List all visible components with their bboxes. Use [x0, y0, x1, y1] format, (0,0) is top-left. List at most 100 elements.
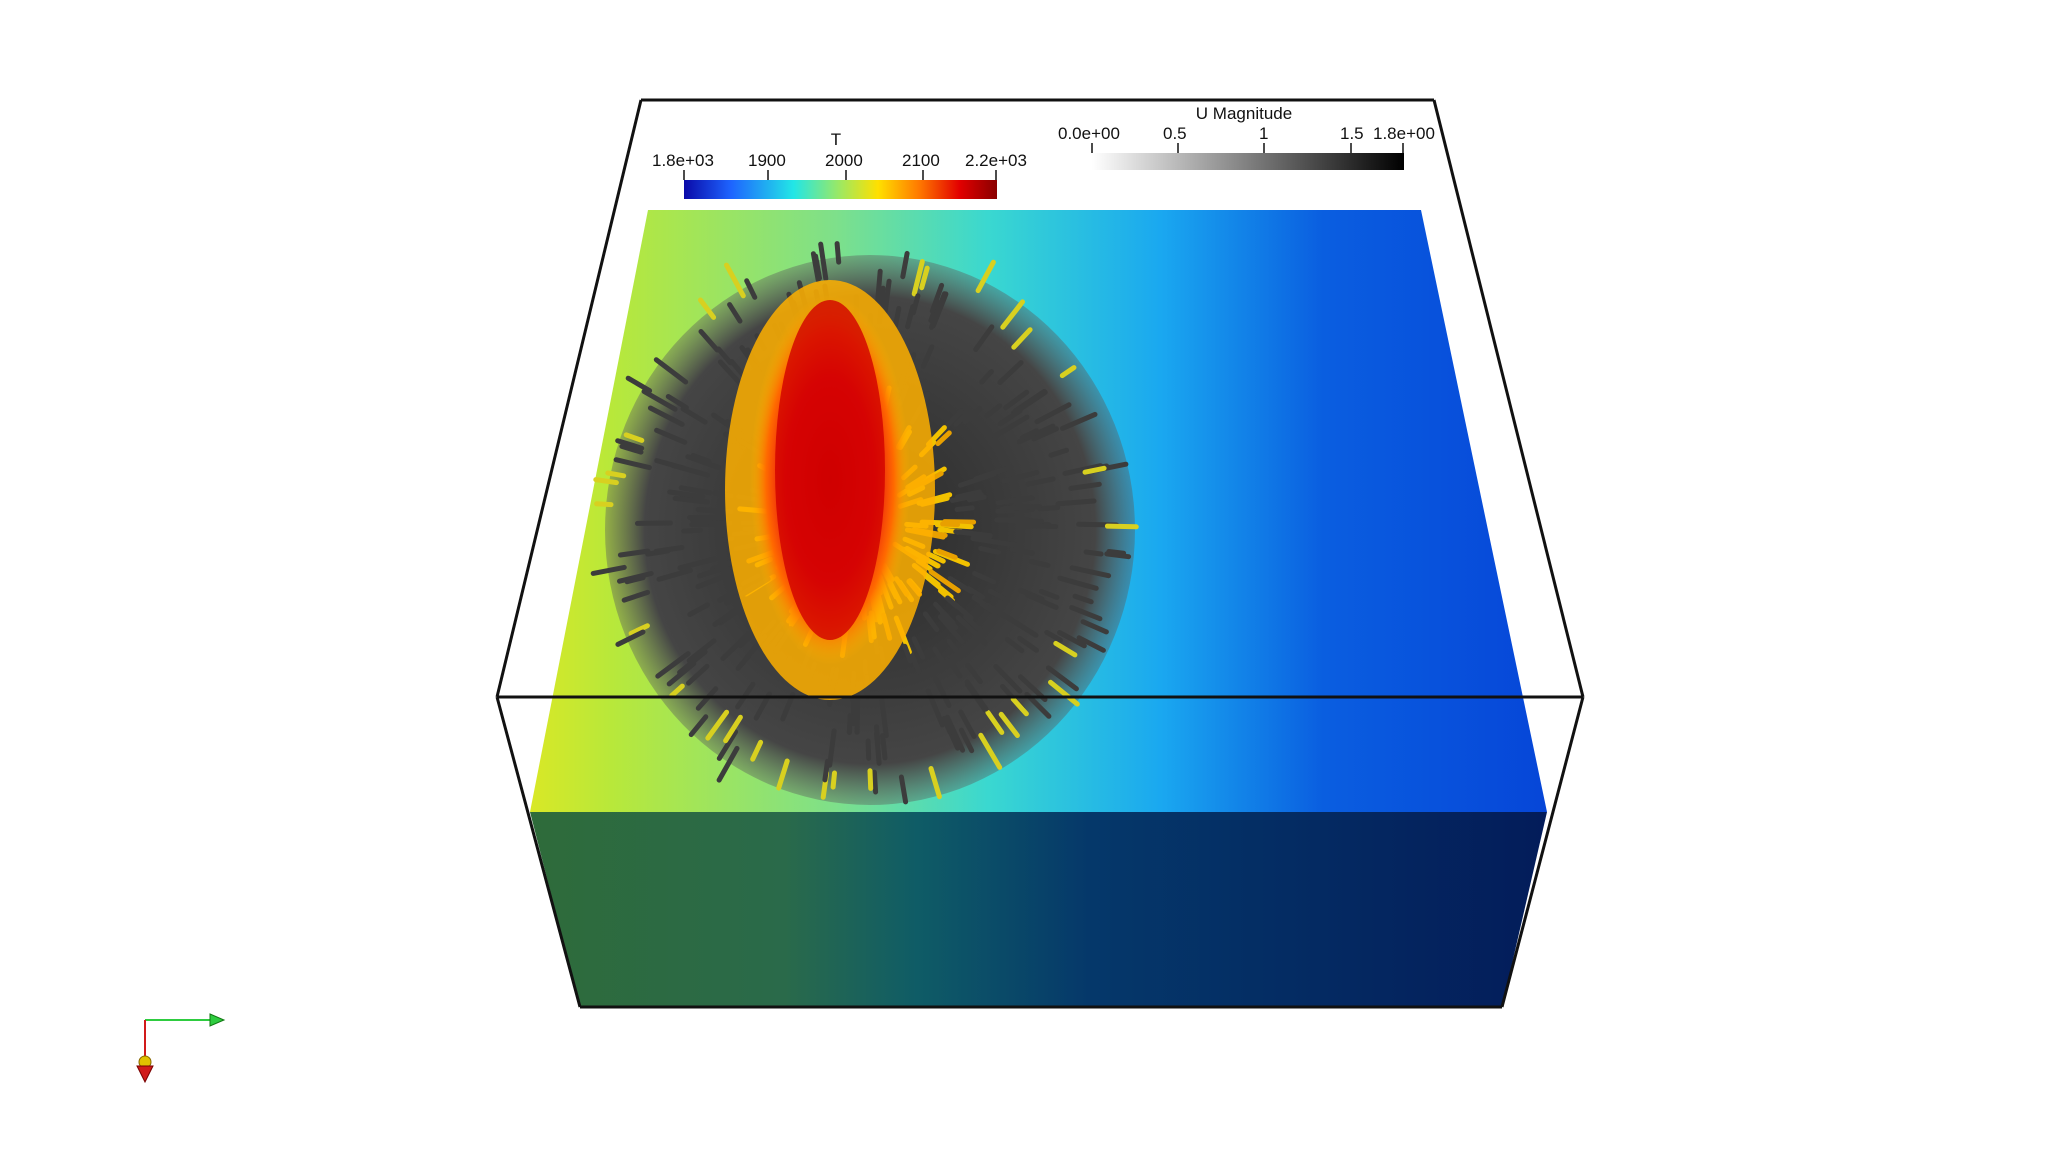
velocity-glyph	[948, 408, 964, 424]
velocity-glyph	[621, 589, 651, 603]
velocity-glyph	[655, 651, 691, 679]
velocity-glyph	[945, 595, 974, 621]
velocity-glyph	[665, 394, 689, 411]
velocity-glyph	[946, 638, 961, 656]
velocity-glyph	[1076, 635, 1106, 653]
velocity-colorbar-gradient	[1092, 153, 1404, 170]
y-axis-arrow-icon	[136, 1065, 154, 1084]
velocity-glyph	[697, 566, 723, 579]
velocity-glyph	[720, 631, 752, 661]
velocity-glyph	[705, 709, 730, 741]
velocity-glyph	[932, 646, 948, 669]
velocity-glyph	[1000, 299, 1025, 330]
velocity-glyph	[1009, 546, 1035, 556]
velocity-glyph	[972, 571, 997, 585]
velocity-glyph	[818, 241, 829, 282]
velocity-glyph	[941, 716, 953, 735]
velocity-glyph	[979, 601, 997, 615]
velocity-glyph	[953, 411, 970, 427]
velocity-glyph	[854, 691, 861, 735]
temperature-tick-2: 2000	[825, 151, 863, 170]
velocity-glyph	[850, 696, 857, 727]
velocity-glyph	[1002, 504, 1031, 512]
velocity-glyph	[672, 495, 710, 505]
temperature-tick-marks	[683, 170, 997, 180]
velocity-glyph	[716, 745, 740, 783]
velocity-tick-marks	[1091, 143, 1404, 153]
temperature-tick-1: 1900	[748, 151, 786, 170]
velocity-glyph	[942, 519, 977, 525]
velocity-glyph	[940, 521, 960, 528]
velocity-glyph	[920, 344, 935, 369]
temperature-colorbar-gradient	[684, 180, 997, 199]
velocity-glyph	[670, 462, 711, 478]
velocity-glyph	[1034, 402, 1072, 425]
velocity-glyph	[617, 548, 651, 558]
velocity-glyph	[685, 454, 721, 470]
velocity-glyph	[846, 713, 853, 735]
orientation-axes[interactable]	[136, 1013, 226, 1084]
velocity-glyph	[973, 324, 995, 352]
velocity-glyph	[1044, 629, 1063, 643]
velocity-glyph	[996, 540, 1023, 549]
velocity-glyph	[647, 405, 685, 427]
velocity-glyph	[590, 564, 627, 576]
velocity-glyph	[933, 676, 952, 708]
velocity-glyph	[929, 282, 945, 314]
velocity-glyph	[623, 432, 645, 443]
velocity-glyph	[1007, 495, 1035, 504]
velocity-glyph	[776, 758, 790, 791]
velocity-glyph	[978, 545, 1002, 555]
velocity-glyph	[628, 623, 650, 636]
velocity-glyph	[947, 658, 963, 679]
velocity-glyph	[939, 610, 959, 631]
velocity-glyph	[619, 443, 644, 455]
velocity-glyph	[1104, 551, 1132, 560]
velocity-glyph	[687, 602, 710, 617]
velocity-glyph	[875, 268, 883, 305]
velocity-colorbar[interactable]: U Magnitude 0.0e+00 0.5 1 1.5 1.8e+00	[1058, 104, 1435, 170]
velocity-glyph	[780, 692, 796, 722]
velocity-glyph	[997, 408, 1023, 427]
velocity-glyph	[1048, 447, 1069, 458]
x-axis-arrow-icon	[209, 1013, 226, 1027]
velocity-glyph	[617, 571, 654, 584]
velocity-glyph	[688, 714, 709, 738]
velocity-glyph	[867, 768, 874, 791]
velocity-colorbar-title: U Magnitude	[1196, 104, 1292, 123]
velocity-glyph	[1025, 476, 1056, 487]
velocity-glyph	[625, 375, 653, 394]
velocity-glyph	[1029, 559, 1051, 568]
velocity-glyph	[1055, 498, 1097, 507]
velocity-glyph	[978, 732, 1003, 770]
temperature-tick-4: 2.2e+03	[965, 151, 1027, 170]
velocity-glyph	[1068, 481, 1102, 491]
velocity-glyph	[615, 438, 645, 451]
velocity-glyph	[1060, 411, 1098, 431]
velocity-glyph	[698, 297, 717, 320]
velocity-glyph	[962, 406, 983, 425]
velocity-glyph	[993, 664, 1023, 694]
velocity-glyph	[686, 638, 717, 663]
velocity-glyph	[698, 329, 720, 353]
velocity-glyph	[911, 636, 926, 660]
velocity-glyph	[944, 714, 966, 753]
velocity-glyph	[985, 709, 1005, 735]
velocity-glyph	[738, 628, 758, 649]
velocity-glyph	[966, 494, 987, 503]
velocity-glyph	[653, 545, 685, 554]
velocity-glyph	[1004, 614, 1039, 638]
velocity-glyph	[1069, 605, 1103, 622]
velocity-glyph	[727, 302, 743, 324]
velocity-glyph	[690, 453, 712, 464]
velocity-glyph	[686, 663, 710, 686]
velocity-glyph	[1020, 523, 1059, 529]
velocity-glyph	[911, 259, 925, 297]
velocity-tick-0: 0.0e+00	[1058, 124, 1120, 143]
velocity-glyph	[937, 614, 965, 645]
velocity-glyph	[1083, 549, 1104, 557]
temperature-colorbar[interactable]: T 1.8e+03 1900 2000 2100 2.2e+03	[652, 130, 1027, 199]
velocity-glyph	[681, 527, 703, 534]
velocity-glyph	[987, 588, 1010, 603]
